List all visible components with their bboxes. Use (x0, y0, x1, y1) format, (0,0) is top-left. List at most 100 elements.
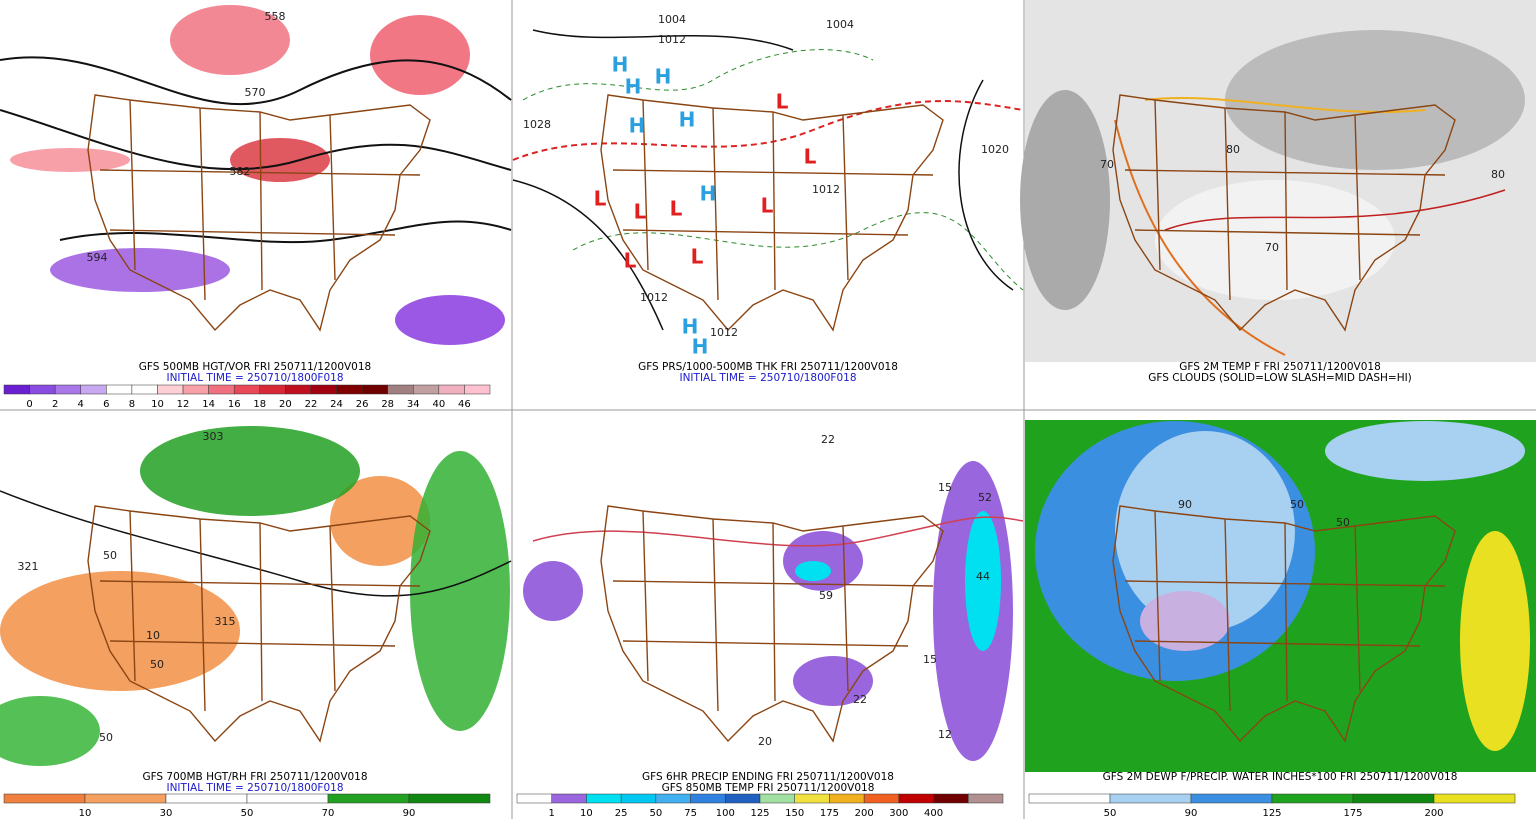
map-label: 1020 (981, 143, 1009, 156)
colorbar-label: 24 (330, 399, 343, 410)
vorticity-area (370, 15, 470, 95)
colorbar-box (106, 384, 133, 395)
precip-area (783, 531, 863, 591)
colorbar-label: 26 (356, 399, 369, 410)
colorbar-box (464, 384, 491, 395)
isobar (532, 29, 794, 51)
pressure-center: L (670, 197, 683, 221)
panel: 558 570 582 594 GFS 500MB HGT/VOR FRI 250711… (3, 10, 491, 410)
colorbar-box (131, 384, 158, 395)
height-contour (0, 56, 512, 106)
colorbar-box (361, 384, 388, 395)
map-dewpoint-pw (1025, 420, 1536, 772)
caption: GFS 850MB TEMP FRI 250711/1200V018 (662, 782, 875, 794)
map-label: 1012 (710, 326, 738, 339)
colorbar-label: 125 (750, 808, 769, 819)
caption: INITIAL TIME = 250710/1800F018 (166, 372, 343, 384)
colorbar-box (438, 384, 465, 395)
colorbar-label: 175 (820, 808, 839, 819)
map-label: 50 (103, 549, 117, 562)
colorbar-label: 6 (103, 399, 109, 410)
colorbar-box (551, 793, 587, 804)
map-500mb (0, 0, 512, 362)
colorbar-box (387, 384, 414, 395)
pressure-center: H (625, 75, 642, 99)
colorbar-box (1190, 793, 1273, 804)
map-label: 22 (853, 693, 867, 706)
colorbar-label: 46 (458, 399, 471, 410)
thickness-contour (572, 212, 1024, 291)
map-label: 12 (938, 728, 952, 741)
colorbar-box (586, 793, 622, 804)
caption: GFS 700MB HGT/RH FRI 250711/1200V018 (142, 771, 367, 783)
colorbar-label: 28 (381, 399, 394, 410)
colorbar-box (1352, 793, 1435, 804)
pw-area (1460, 531, 1530, 751)
colorbar-box (933, 793, 969, 804)
pressure-center: L (776, 90, 789, 114)
vorticity-area (230, 138, 330, 182)
colorbar-label: 90 (1185, 808, 1198, 819)
colorbar-label: 4 (78, 399, 84, 410)
colorbar-label: 18 (253, 399, 266, 410)
pressure-center: H (629, 114, 646, 138)
colorbar-box (327, 793, 410, 804)
pressure-center: L (624, 249, 637, 273)
map-label: 1028 (523, 118, 551, 131)
vorticity-area (50, 248, 230, 292)
thickness-contour (522, 49, 874, 101)
temp-contour (1164, 189, 1506, 231)
map-label: 22 (821, 433, 835, 446)
colorbar-box (165, 793, 248, 804)
colorbar-label: 20 (279, 399, 292, 410)
colorbar-box (259, 384, 286, 395)
map-label: 1012 (640, 291, 668, 304)
colorbar-box (759, 793, 795, 804)
pressure-center: L (691, 245, 704, 269)
colorbar-label: 10 (79, 808, 92, 819)
colorbar-label: 10 (580, 808, 593, 819)
isobar (958, 79, 1014, 291)
map-label: 1012 (812, 183, 840, 196)
map-label: 15 (938, 481, 952, 494)
colorbar-label: 70 (322, 808, 335, 819)
colorbar-label: 125 (1262, 808, 1281, 819)
colorbar-box (655, 793, 691, 804)
colorbar-box (1109, 793, 1192, 804)
height-contour (59, 220, 512, 244)
colorbar-label: 10 (151, 399, 164, 410)
map-label: 1004 (826, 18, 854, 31)
map-precip (523, 461, 1024, 761)
vorticity-area (395, 295, 505, 345)
colorbar-label: 175 (1343, 808, 1362, 819)
colorbar-box (336, 384, 363, 395)
colorbar-label: 16 (228, 399, 241, 410)
map-label: 1004 (658, 13, 686, 26)
colorbar-label: 50 (241, 808, 254, 819)
pressure-center: H (692, 335, 709, 359)
colorbar-label: 75 (684, 808, 697, 819)
caption: GFS 500MB HGT/VOR FRI 250711/1200V018 (139, 361, 371, 373)
colorbar-label: 2 (52, 399, 58, 410)
map-label: 44 (976, 570, 990, 583)
colorbar-box (80, 384, 107, 395)
caption: GFS PRS/1000-500MB THK FRI 250711/1200V0… (638, 361, 898, 373)
colorbar-label: 1 (549, 808, 555, 819)
colorbar-label: 0 (26, 399, 32, 410)
clear-area (1155, 180, 1395, 300)
map-label: 50 (99, 731, 113, 744)
temp-contour (1114, 119, 1286, 356)
colorbar-box (1433, 793, 1516, 804)
colorbar-label: 200 (855, 808, 874, 819)
colorbar-box (1028, 793, 1111, 804)
map-label: 80 (1491, 168, 1505, 181)
colorbar-box (1271, 793, 1354, 804)
pressure-center: H (700, 182, 717, 206)
map-label: 20 (758, 735, 772, 748)
caption: GFS 6HR PRECIP ENDING FRI 250711/1200V01… (642, 771, 894, 783)
colorbar-box (3, 793, 86, 804)
pressure-center: H (655, 65, 672, 89)
panel: 80 70 70 80 GFS 2M TEMP F FRI 250711/1200V01… (1100, 143, 1505, 384)
